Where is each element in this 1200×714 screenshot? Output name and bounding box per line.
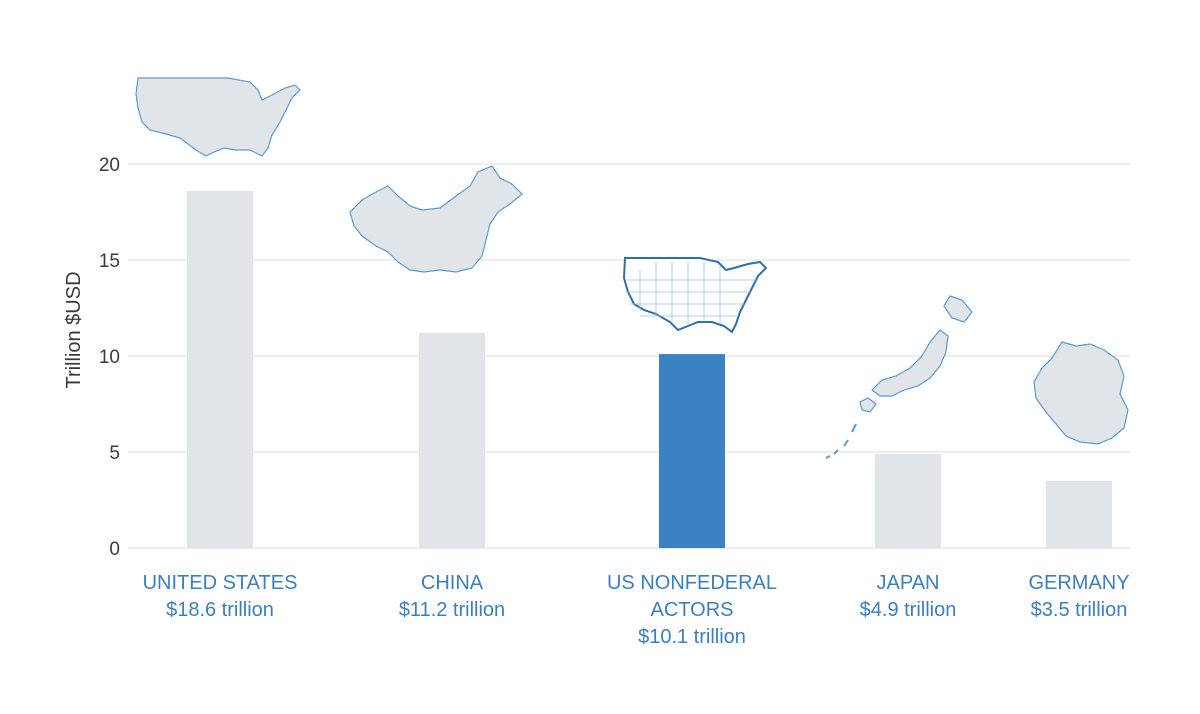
y-tick-label: 5 xyxy=(109,443,120,464)
y-axis-label: Trillion $USD xyxy=(63,271,85,388)
usa-counties-map-icon xyxy=(622,257,768,334)
bars xyxy=(187,190,1112,548)
y-tick-label: 0 xyxy=(109,539,120,560)
data-label: $4.9 trillion xyxy=(860,599,957,621)
y-tick-label: 15 xyxy=(99,251,120,272)
data-label: $11.2 trillion xyxy=(399,599,505,621)
category-name-label: GERMANY xyxy=(1028,572,1129,594)
china-map-icon xyxy=(349,165,523,273)
bar xyxy=(875,453,941,548)
data-label: $18.6 trillion xyxy=(166,599,274,621)
data-label: $10.1 trillion xyxy=(638,626,746,648)
bar xyxy=(419,332,485,548)
y-axis-ticks: 0 5 10 15 20 xyxy=(99,155,120,560)
category-name-label: JAPAN xyxy=(877,572,940,594)
data-label: $3.5 trillion xyxy=(1031,599,1128,621)
category-name-label: CHINA xyxy=(421,572,484,594)
germany-map-icon xyxy=(1033,341,1129,445)
y-tick-label: 10 xyxy=(99,347,120,368)
japan-map-icon xyxy=(825,295,973,459)
category-name-label: UNITED STATES xyxy=(143,572,298,594)
bar xyxy=(1046,480,1112,548)
bar xyxy=(659,354,725,548)
category-name-label: US NONFEDERAL xyxy=(607,572,777,594)
category-labels: UNITED STATES $18.6 trillion CHINA $11.2 tr… xyxy=(143,572,1130,648)
category-name-label: ACTORS xyxy=(651,599,734,621)
usa-map-icon xyxy=(135,77,301,157)
bar xyxy=(187,190,253,548)
gridlines xyxy=(128,163,1130,549)
y-tick-label: 20 xyxy=(99,155,120,176)
